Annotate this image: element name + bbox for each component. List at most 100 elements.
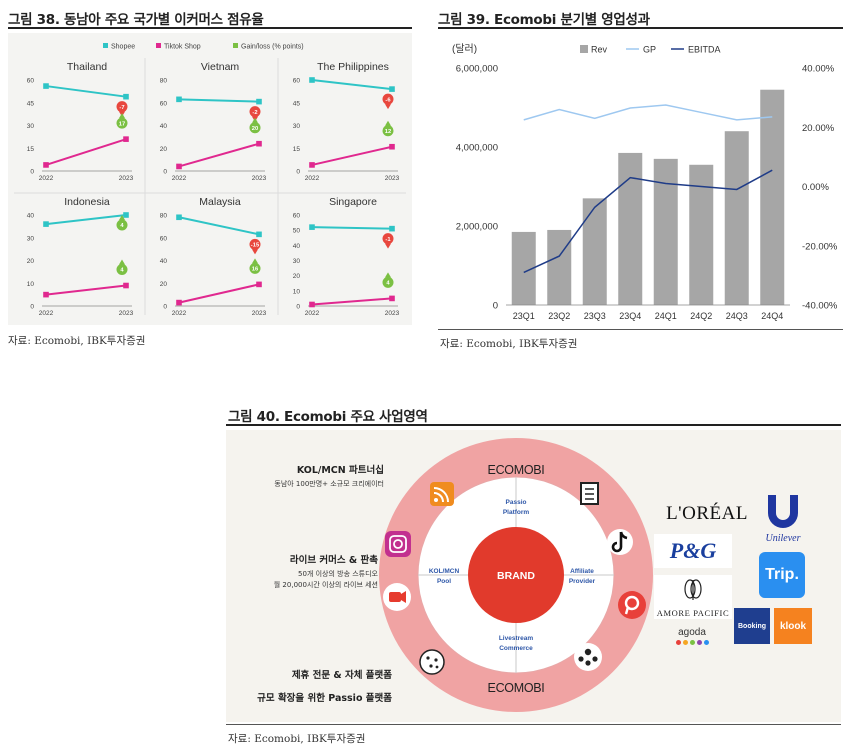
series-point-shopee — [123, 212, 129, 218]
amore-pacific-label: AMORE PACIFIC — [656, 608, 730, 618]
gain-loss-badge — [116, 264, 128, 276]
gain-loss-arrow — [385, 104, 391, 110]
series-line-shopee — [311, 226, 393, 230]
x-tick-label: 24Q4 — [761, 311, 783, 321]
seg-live-1: Livestream — [499, 635, 534, 642]
community-icon — [574, 643, 602, 671]
series-point-tiktok — [256, 140, 262, 147]
y-right-tick-label: 40.00% — [802, 64, 835, 75]
x-tick-label: 2022 — [39, 175, 54, 182]
unilever-logo: Unilever — [763, 492, 803, 544]
x-tick-label: 23Q2 — [548, 311, 570, 321]
y-tick-label: 40 — [27, 213, 35, 220]
seg-passio-1: Passio — [506, 499, 527, 506]
y-tick-label: 30 — [27, 235, 35, 242]
unilever-label: Unilever — [765, 533, 801, 544]
series-point-shopee — [43, 83, 49, 89]
y-tick-label: 20 — [293, 273, 301, 280]
amore-pacific-logo: AMORE PACIFIC — [654, 575, 732, 619]
legend38-label-0: Shopee — [111, 44, 135, 51]
rev-bar-24Q4 — [760, 89, 785, 305]
biz-kol-head: KOL/MCN 파트너십 — [296, 465, 384, 476]
panel-title: The Philippines — [317, 61, 389, 73]
fig39-svg: (달러) Rev GP EBITDA 0 2,000,000 4,000,000 6,000,… — [452, 43, 838, 321]
fig39-title-rule — [438, 27, 843, 29]
agoda-dots — [666, 640, 718, 645]
live-camera-icon — [383, 583, 411, 611]
gain-loss-badge — [116, 117, 128, 129]
gain-loss-badge — [382, 125, 394, 137]
gain-loss-value: 4 — [386, 281, 390, 287]
gain-loss-value: 17 — [119, 121, 125, 127]
panel-title: Vietnam — [201, 61, 240, 73]
instagram-icon — [385, 531, 411, 557]
y-tick-label: 45 — [293, 100, 301, 107]
y-tick-label: 0 — [163, 169, 167, 176]
series-point-tiktok — [43, 162, 49, 168]
gain-loss-value: 16 — [252, 267, 259, 273]
fig38-svg: Shopee Tiktok Shop Gain/loss (% points) Th… — [14, 43, 406, 317]
biz-kol-text: KOL/MCN 파트너십 동남아 100만명+ 소규모 크리에이터 — [236, 462, 384, 490]
series-point-shopee — [176, 214, 182, 221]
gain-loss-arrow — [252, 249, 258, 255]
series-point-shopee — [43, 221, 49, 227]
affiliate-cookie-icon — [419, 649, 445, 675]
gain-loss-arrow — [119, 215, 125, 220]
gain-loss-badge — [116, 219, 128, 231]
series-line-shopee — [178, 216, 260, 236]
series-point-tiktok — [256, 281, 262, 288]
y-right-tick-label: 20.00% — [802, 123, 835, 134]
y-tick-label: 30 — [293, 123, 301, 130]
amore-pacific-icon — [684, 579, 702, 600]
biz-live-head: 라이브 커머스 & 판촉 — [289, 555, 378, 566]
fig38-legend: Shopee Tiktok Shop Gain/loss (% points) — [103, 43, 304, 51]
country-panel-singapore: Singapore 0 10 20 30 40 50 60 2022 2023 -1 4 — [293, 196, 400, 317]
brand-core — [468, 527, 564, 623]
y-tick-label: 20 — [160, 281, 168, 288]
x-tick-label: 23Q4 — [619, 311, 641, 321]
y-tick-label: 15 — [27, 146, 35, 153]
country-panel-the-philippines: The Philippines 0 15 30 45 60 2022 2023 -6 12 — [293, 61, 400, 182]
fig40-title: 그림 40. Ecomobi 주요 사업영역 — [228, 409, 428, 425]
legend38-label-2: Gain/loss (% points) — [241, 44, 304, 51]
biz-platform-text: 제휴 전문 & 자체 플랫폼 규모 확장을 위한 Passio 플랫폼 — [236, 667, 392, 704]
seg-passio-2: Platform — [503, 509, 530, 516]
gain-loss-badge — [249, 122, 261, 134]
rev-bar-23Q4 — [618, 152, 643, 305]
seg-kol-1: KOL/MCN — [429, 568, 460, 575]
legend38-swatch-1 — [156, 43, 161, 48]
legend-gp-label: GP — [643, 45, 656, 55]
agoda-logo: agoda — [666, 627, 718, 651]
y-tick-label: 0 — [30, 304, 34, 311]
legend38-label-1: Tiktok Shop — [164, 44, 201, 51]
x-tick-label: 2022 — [39, 310, 54, 317]
ecomobi-logo-top: ECOMOBI — [488, 463, 545, 477]
rev-bar-23Q3 — [582, 198, 607, 305]
gain-loss-arrow — [252, 258, 258, 264]
series-point-tiktok — [309, 301, 315, 308]
gain-loss-arrow — [119, 259, 125, 265]
biz-platform-head-1: 제휴 전문 & 자체 플랫폼 — [291, 670, 392, 681]
x-tick-label: 2022 — [172, 310, 187, 317]
series-point-tiktok — [123, 282, 129, 289]
rev-bar-24Q3 — [724, 131, 749, 305]
gain-loss-value: 20 — [252, 126, 258, 132]
gain-loss-value: 12 — [385, 129, 391, 135]
y-left-tick-label: 4,000,000 — [456, 143, 498, 154]
loreal-logo: L'ORÉAL — [666, 503, 748, 524]
series-line-shopee — [178, 98, 260, 103]
series-line-tiktok — [178, 142, 260, 168]
series-point-shopee — [176, 96, 182, 103]
y-tick-label: 40 — [293, 243, 301, 250]
ecosystem-ring: BRAND ECOMOBI ECOMOBI Passio Platform KO… — [379, 438, 653, 712]
fig40-panel: KOL/MCN 파트너십 동남아 100만명+ 소규모 크리에이터 라이브 커머… — [226, 430, 841, 722]
fig38-source: 자료: Ecomobi, IBK투자증권 — [8, 335, 146, 347]
y-tick-label: 50 — [293, 228, 301, 235]
rev-bar-24Q2 — [689, 164, 714, 305]
legend-rev-label: Rev — [591, 45, 608, 55]
x-tick-label: 2022 — [172, 175, 187, 182]
gain-loss-badge — [382, 93, 394, 105]
klook-logo: klook — [774, 608, 812, 644]
agoda-label: agoda — [678, 627, 706, 638]
x-tick-label: 2023 — [119, 175, 134, 182]
